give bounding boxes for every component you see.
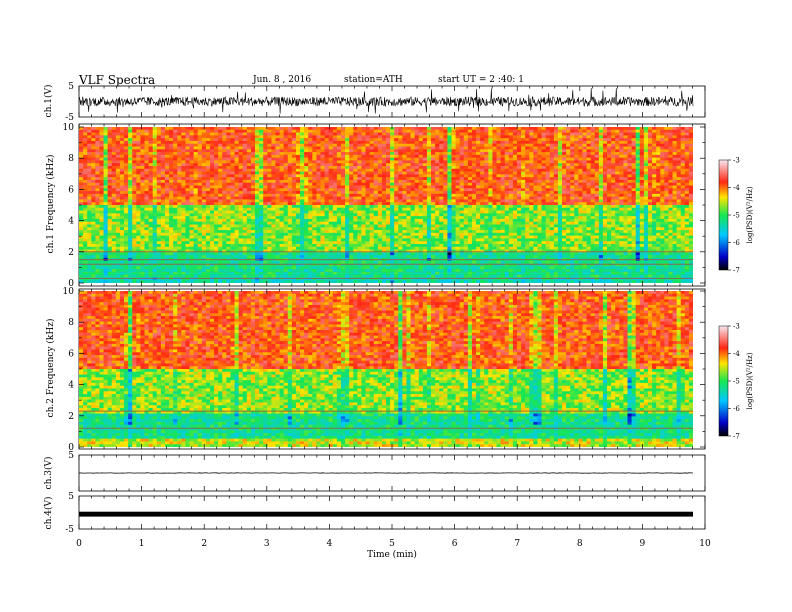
x-tick-label: 4: [327, 539, 333, 549]
colorbar-tick-labels: -3 -4 -5 -6 -7 -3 -4 -5 -6 -7: [728, 157, 740, 441]
colorbar-tick-label: -4: [733, 184, 740, 192]
ch2-freq-tick-label: 2: [68, 412, 74, 422]
ch3-volt-tick-label: 5: [68, 451, 74, 461]
x-tick-label: 1: [139, 539, 145, 549]
ch4-waveform-trace: [79, 511, 693, 517]
ch1-volt-tick-label: -5: [65, 113, 74, 123]
colorbar-tick-label: -6: [733, 239, 740, 247]
x-tick-label: 9: [640, 539, 646, 549]
ch1-waveform-trace: [78, 87, 694, 114]
ch1-spectrogram-ylabel: ch.1 Frequency (kHz): [45, 155, 56, 254]
ch1-freq-tick-label: 6: [68, 185, 74, 195]
date-label: Jun. 8 , 2016: [253, 75, 312, 85]
ch1-colorbar: [718, 159, 729, 271]
x-tick-label: 2: [201, 539, 207, 549]
ch2-freq-tick-label: 10: [63, 287, 75, 297]
colorbar-tick-label: -3: [733, 323, 740, 331]
ch4-volt-tick-label: 5: [68, 492, 74, 502]
ch1-freq-tick-label: 10: [63, 123, 75, 133]
ch1-spectrogram: [79, 127, 693, 283]
ch1-freq-tick-label: 2: [68, 248, 74, 258]
colorbar-tick-label: -4: [733, 350, 740, 358]
colorbar-tick-label: -7: [733, 267, 740, 275]
ch1-volt-tick-label: 5: [68, 82, 74, 92]
x-tick-label: 5: [389, 539, 395, 549]
colorbar-tick-label: -6: [733, 405, 740, 413]
ch1-freq-tick-label: 4: [68, 217, 74, 227]
ch1-colorbar-label: log(PSD)(V²/Hz): [746, 186, 754, 243]
chart-title: VLF Spectra: [79, 73, 156, 87]
colorbar-tick-label: -5: [733, 378, 740, 386]
ch3-waveform-ylabel: ch.3(V): [43, 457, 54, 490]
x-tick-label: 6: [452, 539, 458, 549]
ch2-freq-tick-label: 4: [68, 381, 74, 391]
x-tick-label: 7: [514, 539, 520, 549]
ch2-freq-tick-label: 6: [68, 349, 74, 359]
ch2-freq-tick-label: 8: [68, 318, 74, 328]
x-axis-title: Time (min): [367, 549, 417, 560]
colorbar-tick-label: -5: [733, 212, 740, 220]
x-tick-label: 3: [264, 539, 270, 549]
x-tick-label: 8: [577, 539, 583, 549]
ch2-colorbar-label: log(PSD)(V²/Hz): [746, 352, 754, 409]
ch1-waveform-ylabel: ch.1(V): [43, 85, 54, 118]
ch2-spectrogram: [79, 291, 693, 447]
axis-ticks: [78, 86, 706, 529]
ch4-volt-tick-label: -5: [65, 525, 74, 535]
ch2-colorbar: [718, 325, 729, 437]
colorbar-tick-label: -3: [733, 157, 740, 165]
ch4-waveform-ylabel: ch.4(V): [43, 497, 54, 530]
colorbar-tick-label: -7: [733, 433, 740, 441]
station-label: station=ATH: [344, 75, 403, 85]
x-tick-label: 10: [699, 539, 711, 549]
ch2-freq-tick-label: 0: [68, 443, 74, 453]
ch1-freq-tick-label: 0: [68, 279, 74, 289]
ch2-spectrogram-ylabel: ch.2 Frequency (kHz): [45, 319, 56, 418]
x-tick-label: 0: [76, 539, 82, 549]
ch1-freq-tick-label: 8: [68, 154, 74, 164]
start-time-label: start UT = 2 :40: 1: [438, 75, 524, 85]
